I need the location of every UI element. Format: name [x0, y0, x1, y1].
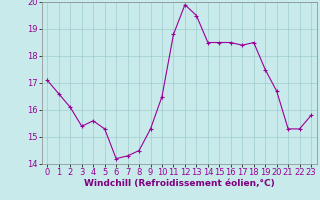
- X-axis label: Windchill (Refroidissement éolien,°C): Windchill (Refroidissement éolien,°C): [84, 179, 275, 188]
